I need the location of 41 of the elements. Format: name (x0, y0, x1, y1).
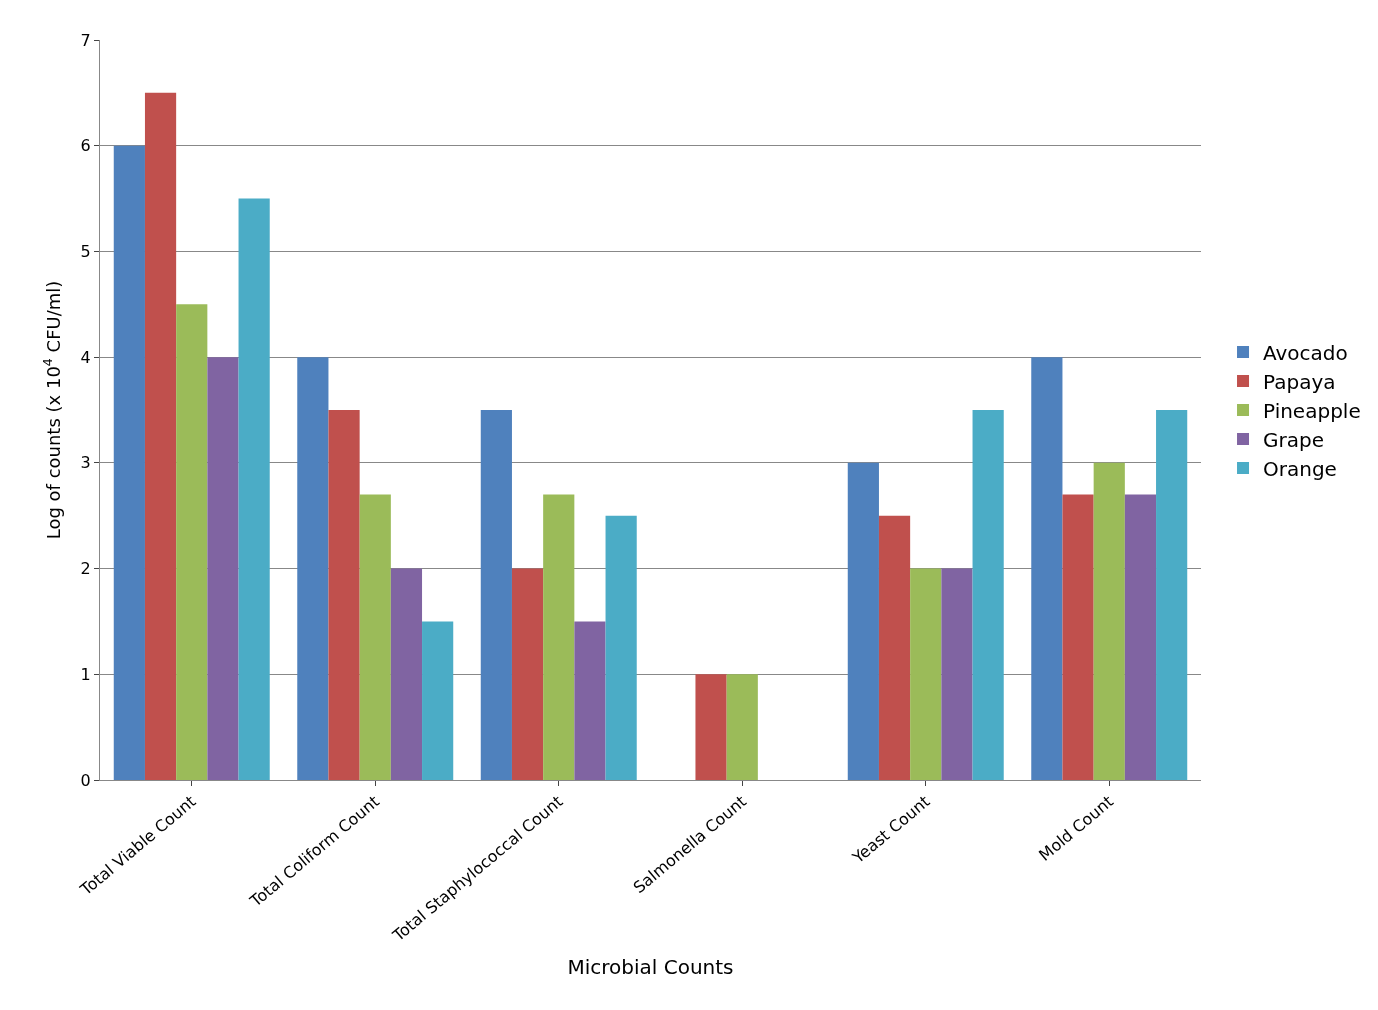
y-tick-label: 1 (80, 664, 91, 684)
bar (422, 621, 454, 780)
legend-label: Orange (1263, 456, 1337, 481)
legend-label: Grape (1263, 427, 1324, 452)
bar (511, 568, 544, 780)
legend-label: Avocado (1263, 340, 1348, 365)
bar (847, 462, 879, 780)
bar (1062, 494, 1094, 780)
y-tick-label: 6 (80, 136, 91, 156)
bar (1093, 462, 1125, 780)
bar (574, 621, 606, 780)
y-tick-label: 0 (80, 770, 91, 790)
x-axis-title: Microbial Counts (567, 955, 734, 980)
bar (238, 198, 270, 780)
bar (878, 515, 911, 780)
bar (207, 357, 239, 780)
bar (726, 674, 758, 780)
bar (297, 357, 329, 780)
bar (1124, 494, 1157, 780)
bar (176, 304, 208, 780)
bar (695, 674, 727, 780)
bar (1031, 357, 1063, 780)
y-tick-label: 3 (80, 453, 91, 473)
y-tick-label: 4 (80, 347, 91, 367)
legend-label: Papaya (1263, 369, 1336, 394)
bar (144, 92, 177, 780)
bar (941, 568, 973, 780)
bar (910, 568, 942, 780)
bar (359, 494, 391, 780)
bar (605, 515, 637, 780)
y-tick-label: 5 (80, 242, 91, 262)
bar (390, 568, 423, 780)
bar (972, 410, 1004, 780)
bar (1156, 410, 1188, 780)
bar (328, 410, 360, 780)
y-tick-label: 2 (80, 559, 91, 579)
bar (543, 494, 575, 780)
bar (480, 410, 512, 780)
legend-label: Pineapple (1263, 398, 1361, 423)
bar (113, 145, 145, 780)
y-tick-label: 7 (80, 30, 91, 50)
